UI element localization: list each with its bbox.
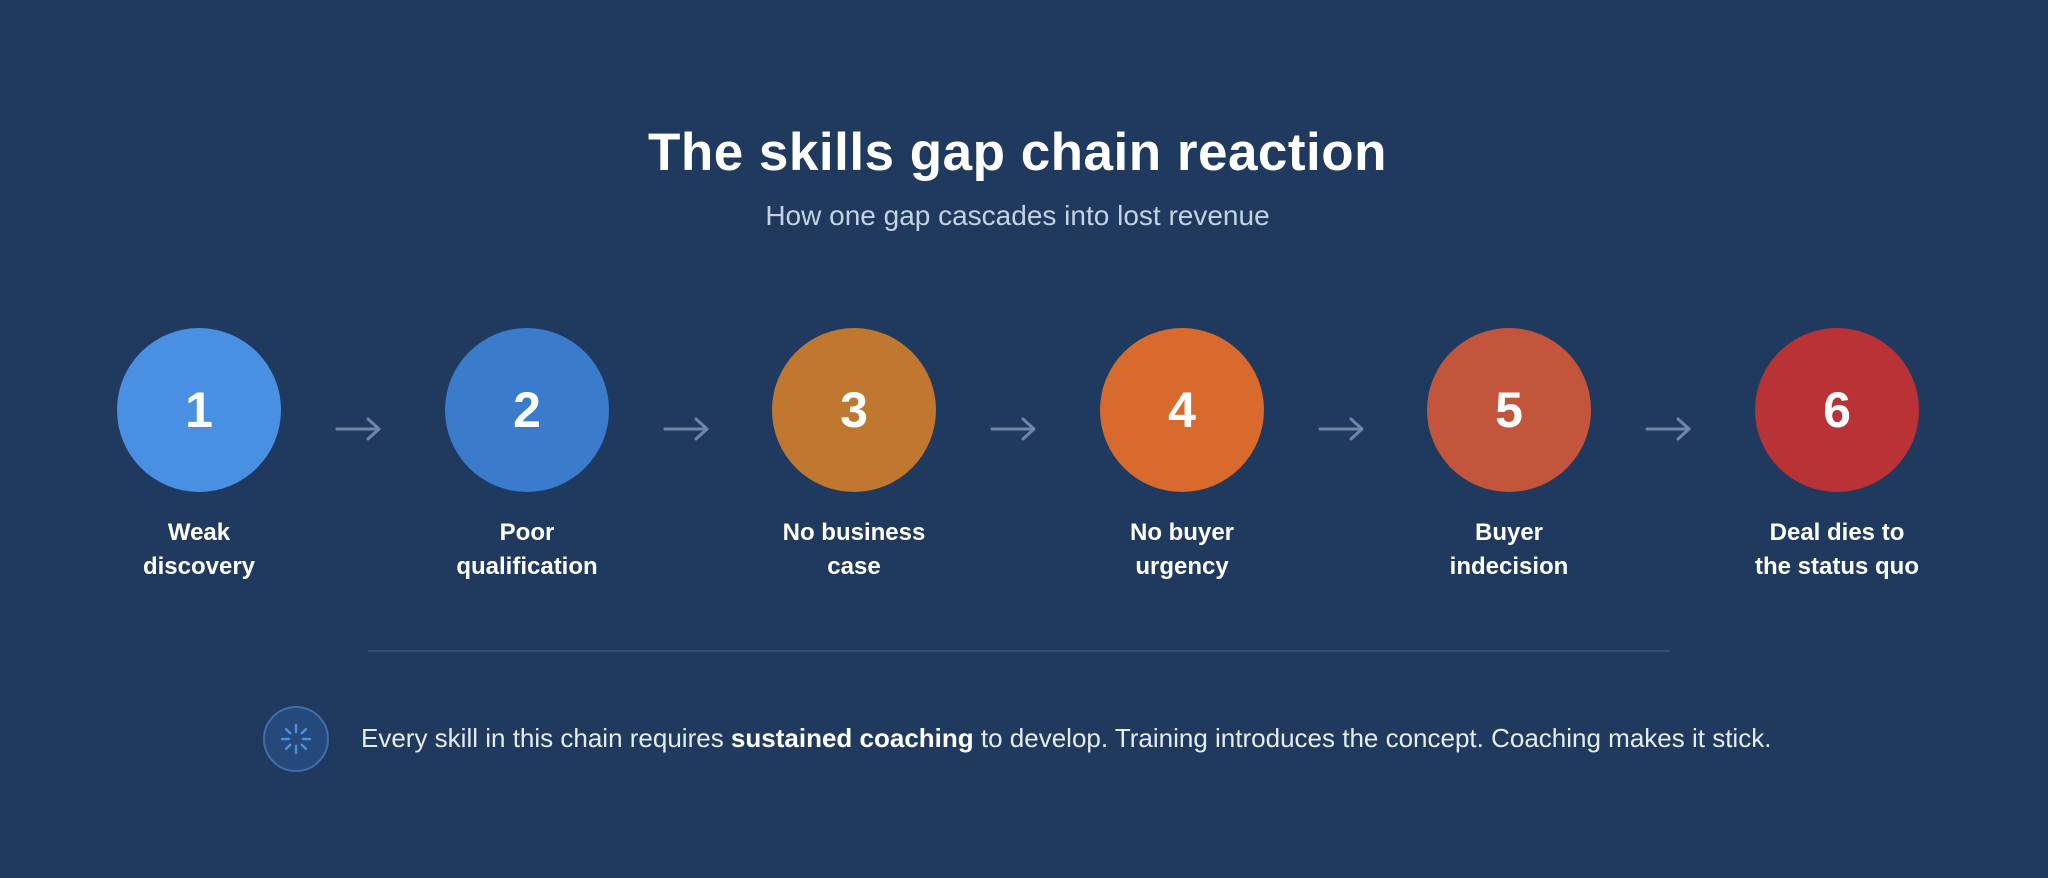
step-number: 5 xyxy=(1495,382,1523,438)
arrow-right-icon xyxy=(990,417,1036,441)
note-text-start: Every skill in this chain requires xyxy=(361,723,731,753)
arrow-right-icon xyxy=(1645,417,1691,441)
step-circle: 1 xyxy=(117,328,281,492)
page-title: The skills gap chain reaction xyxy=(647,123,1388,182)
step-circle: 6 xyxy=(1755,328,1919,492)
step-number: 2 xyxy=(513,382,541,438)
step-circle: 4 xyxy=(1100,328,1264,492)
step-2: 2 Poor qualification xyxy=(407,328,647,584)
note-text-end: to develop. Training introduces the conc… xyxy=(973,723,1772,753)
step-6: 6 Deal dies to the status quo xyxy=(1717,328,1957,584)
sparkle-badge xyxy=(263,706,329,772)
step-circle: 5 xyxy=(1427,328,1591,492)
sparkle-icon xyxy=(280,723,312,755)
step-5: 5 Buyer indecision xyxy=(1389,328,1629,584)
step-circle: 2 xyxy=(445,328,609,492)
page-subtitle: How one gap cascades into lost revenue xyxy=(765,200,1270,231)
step-label: Buyer indecision xyxy=(1449,519,1569,580)
step-label: Poor qualification xyxy=(456,519,598,580)
note-emphasis: sustained coaching xyxy=(730,723,974,753)
arrow-right-icon xyxy=(663,417,709,441)
arrow-right-icon xyxy=(1318,417,1364,441)
step-3: 3 No business case xyxy=(734,328,974,584)
coaching-note: Every skill in this chain requires susta… xyxy=(361,722,1771,754)
step-4: 4 No buyer urgency xyxy=(1062,328,1302,584)
step-circle: 3 xyxy=(772,328,936,492)
step-number: 3 xyxy=(840,382,868,438)
step-label: Weak discovery xyxy=(142,519,256,580)
step-number: 4 xyxy=(1168,382,1196,438)
divider xyxy=(368,650,1670,652)
step-1: 1 Weak discovery xyxy=(79,328,319,584)
arrow-right-icon xyxy=(335,417,381,441)
step-number: 6 xyxy=(1823,382,1851,438)
step-number: 1 xyxy=(185,382,213,438)
step-label: No business case xyxy=(782,519,926,580)
step-label: No buyer urgency xyxy=(1129,519,1234,580)
step-label: Deal dies to the status quo xyxy=(1754,519,1919,580)
